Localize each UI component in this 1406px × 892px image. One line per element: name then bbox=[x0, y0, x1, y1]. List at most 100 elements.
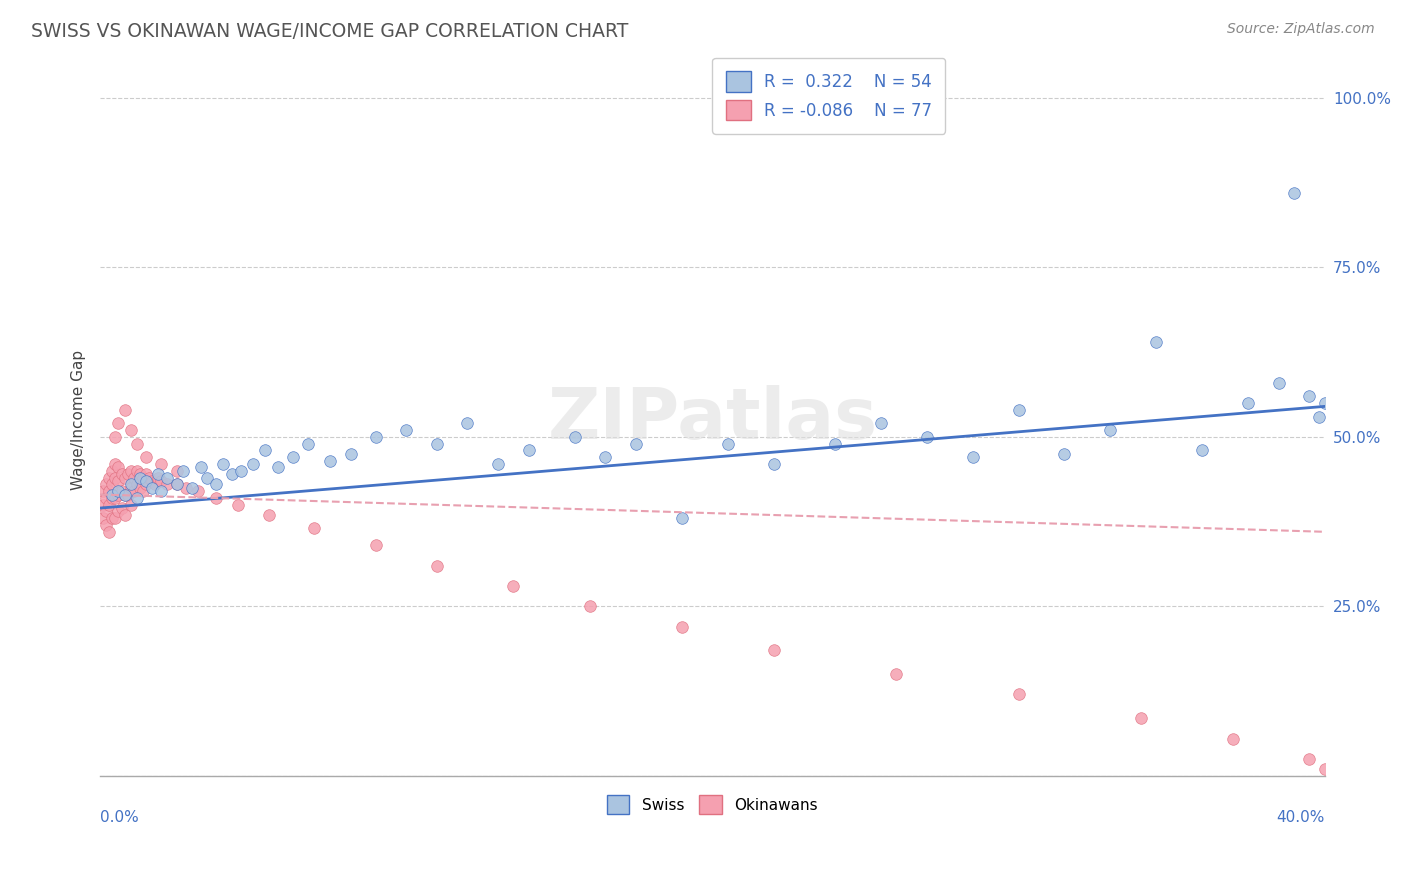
Point bbox=[426, 436, 449, 450]
Legend: Swiss, Okinawans: Swiss, Okinawans bbox=[599, 788, 825, 822]
Point bbox=[135, 477, 157, 491]
Point bbox=[148, 467, 170, 482]
Point bbox=[120, 423, 142, 437]
Point bbox=[166, 477, 188, 491]
Point bbox=[129, 470, 152, 484]
Point bbox=[426, 558, 449, 573]
Point bbox=[962, 450, 984, 465]
Point bbox=[156, 477, 179, 491]
Point bbox=[1099, 423, 1122, 437]
Point bbox=[1298, 752, 1320, 766]
Point bbox=[114, 487, 136, 501]
Point bbox=[221, 467, 243, 482]
Point bbox=[132, 484, 155, 499]
Point bbox=[884, 667, 907, 681]
Point bbox=[110, 467, 132, 482]
Point bbox=[254, 443, 277, 458]
Point bbox=[114, 508, 136, 522]
Point bbox=[101, 511, 124, 525]
Point bbox=[340, 447, 363, 461]
Point bbox=[174, 481, 197, 495]
Point bbox=[1007, 688, 1029, 702]
Point bbox=[104, 511, 127, 525]
Point bbox=[281, 450, 304, 465]
Point bbox=[117, 467, 139, 482]
Point bbox=[564, 430, 586, 444]
Point bbox=[502, 579, 524, 593]
Point bbox=[762, 643, 785, 657]
Point bbox=[364, 430, 387, 444]
Point bbox=[1053, 447, 1076, 461]
Point bbox=[122, 470, 145, 484]
Point bbox=[166, 464, 188, 478]
Point bbox=[297, 436, 319, 450]
Point bbox=[132, 470, 155, 484]
Point bbox=[96, 477, 118, 491]
Point bbox=[1313, 762, 1336, 776]
Point bbox=[486, 457, 509, 471]
Point bbox=[624, 436, 647, 450]
Point bbox=[211, 457, 233, 471]
Point bbox=[98, 484, 121, 499]
Point bbox=[824, 436, 846, 450]
Point bbox=[156, 470, 179, 484]
Point bbox=[117, 487, 139, 501]
Point bbox=[195, 470, 218, 484]
Text: 40.0%: 40.0% bbox=[1277, 810, 1324, 825]
Point bbox=[120, 481, 142, 495]
Point bbox=[579, 599, 602, 614]
Point bbox=[395, 423, 418, 437]
Point bbox=[96, 504, 118, 518]
Point bbox=[190, 460, 212, 475]
Point bbox=[1308, 409, 1330, 424]
Point bbox=[120, 498, 142, 512]
Point bbox=[107, 474, 129, 488]
Point bbox=[364, 538, 387, 552]
Point bbox=[98, 470, 121, 484]
Point bbox=[91, 484, 114, 499]
Point bbox=[1298, 389, 1320, 403]
Point bbox=[242, 457, 264, 471]
Point bbox=[96, 491, 118, 505]
Point bbox=[91, 498, 114, 512]
Point bbox=[98, 498, 121, 512]
Point bbox=[304, 521, 326, 535]
Point bbox=[267, 460, 290, 475]
Point bbox=[1222, 731, 1244, 746]
Point bbox=[762, 457, 785, 471]
Point bbox=[1130, 711, 1153, 725]
Point bbox=[91, 511, 114, 525]
Point bbox=[141, 481, 163, 495]
Point bbox=[1007, 402, 1029, 417]
Point bbox=[135, 474, 157, 488]
Point bbox=[125, 464, 148, 478]
Point bbox=[107, 460, 129, 475]
Point bbox=[114, 487, 136, 501]
Point bbox=[101, 491, 124, 505]
Point bbox=[107, 487, 129, 501]
Point bbox=[1191, 443, 1213, 458]
Point bbox=[1267, 376, 1289, 390]
Point bbox=[205, 491, 228, 505]
Point bbox=[129, 467, 152, 482]
Point bbox=[226, 498, 249, 512]
Point bbox=[1313, 396, 1336, 410]
Point bbox=[125, 436, 148, 450]
Point bbox=[104, 470, 127, 484]
Text: SWISS VS OKINAWAN WAGE/INCOME GAP CORRELATION CHART: SWISS VS OKINAWAN WAGE/INCOME GAP CORREL… bbox=[31, 22, 628, 41]
Point bbox=[172, 464, 194, 478]
Point bbox=[107, 484, 129, 499]
Point bbox=[141, 474, 163, 488]
Point bbox=[125, 477, 148, 491]
Point bbox=[122, 484, 145, 499]
Text: 0.0%: 0.0% bbox=[100, 810, 139, 825]
Point bbox=[1144, 334, 1167, 349]
Point bbox=[101, 477, 124, 491]
Point bbox=[143, 477, 166, 491]
Point bbox=[114, 402, 136, 417]
Point bbox=[257, 508, 280, 522]
Point bbox=[101, 487, 124, 501]
Text: ZIPatlas: ZIPatlas bbox=[547, 385, 877, 454]
Point bbox=[107, 504, 129, 518]
Point bbox=[456, 417, 478, 431]
